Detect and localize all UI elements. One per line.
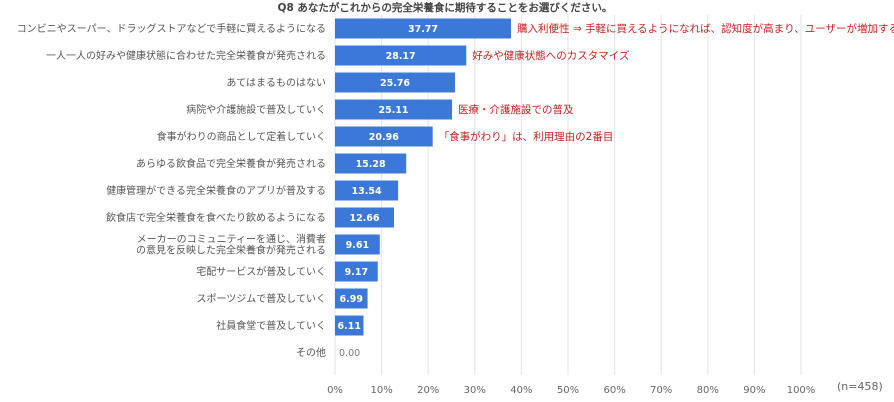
bar — [335, 153, 407, 174]
category-label: 一人一人の好みや健康状態に合わせた完全栄養食が発売される — [46, 49, 326, 62]
bar-value-label: 37.77 — [408, 24, 438, 35]
bar — [335, 126, 433, 147]
bar-value-label: 25.76 — [380, 78, 410, 89]
x-tick-label: 40% — [510, 385, 532, 396]
bar — [335, 288, 368, 309]
category-labels: コンビニやスーパー、ドラッグストアなどで手軽に買えるようになる一人一人の好みや健… — [17, 22, 326, 359]
x-tick-label: 90% — [743, 385, 765, 396]
category-label: 社員食堂で普及していく — [216, 319, 326, 332]
annotations: 購入利便性 ⇒ 手軽に買えるようになれば、認知度が高まり、ユーザーが増加する？ 好… — [439, 22, 894, 143]
category-label: 飲食店で完全栄養食を食べたり飲めるようになる — [106, 211, 326, 224]
category-label: その他 — [296, 346, 326, 359]
x-tick-label: 50% — [557, 385, 579, 396]
bar-value-label: 13.54 — [352, 186, 382, 197]
annotation-text: 医療・介護施設での普及 — [458, 103, 574, 116]
category-label: コンビニやスーパー、ドラッグストアなどで手軽に買えるようになる — [17, 22, 326, 35]
category-label: 健康管理ができる完全栄養食のアプリが普及する — [106, 184, 326, 197]
sample-size-label: (n=458) — [837, 380, 883, 393]
x-tick-label: 60% — [603, 385, 625, 396]
annotation-text: 購入利便性 ⇒ 手軽に買えるようになれば、認知度が高まり、ユーザーが増加する？ — [517, 22, 894, 35]
bar — [335, 315, 364, 336]
bar — [335, 99, 453, 120]
x-tick-label: 80% — [697, 385, 719, 396]
bar — [335, 18, 512, 39]
bar-value-label: 9.17 — [345, 267, 368, 278]
category-label: 病院や介護施設で普及していく — [186, 103, 326, 116]
annotation-text: 「食事がわり」は、利用理由の2番目 — [439, 130, 614, 143]
bar — [335, 207, 394, 228]
bar-value-label: 6.11 — [338, 321, 361, 332]
bars: 37.77 28.17 25.76 25.11 20.96 15.28 13.54 12.66… — [335, 18, 512, 359]
bar-value-label: 9.61 — [346, 240, 369, 251]
x-tick-label: 30% — [464, 385, 486, 396]
category-label: 食事がわりの商品として定着していく — [157, 130, 326, 143]
bar-value-label: 0.00 — [339, 348, 360, 359]
category-label: あらゆる飲食品で完全栄養食が発売される — [136, 157, 326, 170]
bar-value-label: 15.28 — [356, 159, 386, 170]
x-axis-ticks: 0% 10% 20% 30% 40% 50% 60% 70% 80% 90% 100% — [327, 385, 815, 396]
x-tick-label: 100% — [787, 385, 816, 396]
category-label: メーカーのコミュニティーを通じ、消費者 — [137, 233, 326, 246]
bar-value-label: 25.11 — [378, 105, 408, 116]
bar-value-label: 6.99 — [340, 294, 363, 305]
bar — [335, 72, 456, 93]
bar — [335, 180, 399, 201]
x-tick-label: 10% — [370, 385, 392, 396]
bar-value-label: 28.17 — [386, 51, 416, 62]
bar — [335, 45, 467, 66]
bar — [335, 261, 378, 282]
bar — [335, 234, 380, 255]
bar-value-label: 20.96 — [369, 132, 399, 143]
category-label: 宅配サービスが普及していく — [196, 265, 326, 278]
x-tick-label: 20% — [417, 385, 439, 396]
category-label: あてはまるものはない — [226, 77, 326, 89]
bar-value-label: 12.66 — [349, 213, 379, 224]
annotation-text: 好みや健康状態へのカスタマイズ — [472, 49, 629, 62]
category-label: の意見を反映した完全栄養食が発売される — [136, 244, 326, 257]
grid-lines — [334, 15, 802, 375]
chart-title: Q8 あなたがこれからの完全栄養食に期待することをお選びください。 — [278, 1, 613, 14]
category-label: スポーツジムで普及していく — [197, 292, 327, 305]
x-tick-label: 70% — [650, 385, 672, 396]
x-tick-label: 0% — [327, 385, 343, 396]
